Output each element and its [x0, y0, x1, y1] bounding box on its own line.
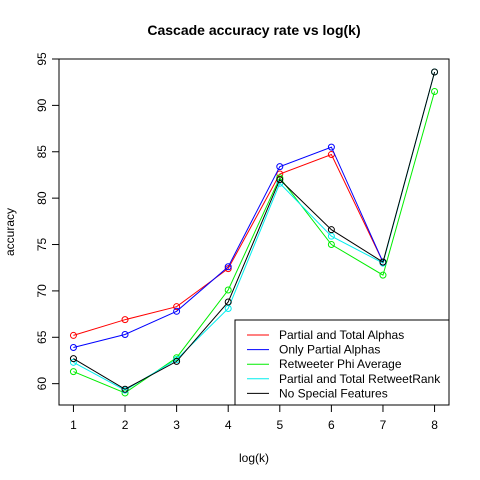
x-tick-label: 8 — [431, 418, 438, 432]
data-point — [121, 385, 129, 393]
x-tick-label: 7 — [380, 418, 387, 432]
x-tick-label: 5 — [276, 418, 283, 432]
legend-item: Retweeter Phi Average — [247, 357, 402, 371]
chart-title: Cascade accuracy rate vs log(k) — [147, 22, 360, 38]
series-line — [73, 91, 436, 394]
data-point — [431, 87, 439, 95]
data-point — [379, 258, 387, 266]
x-tick-label: 4 — [225, 418, 232, 432]
data-point — [224, 298, 232, 306]
data-point — [173, 356, 181, 364]
series-1 — [69, 151, 387, 339]
data-point — [69, 355, 77, 363]
y-tick-label: 75 — [35, 238, 49, 252]
y-tick-label: 70 — [35, 284, 49, 298]
legend-label: Partial and Total Alphas — [279, 328, 404, 342]
legend-item: Partial and Total Alphas — [247, 328, 404, 342]
data-point — [69, 331, 77, 339]
data-point — [173, 303, 181, 311]
x-tick-label: 3 — [173, 418, 180, 432]
y-tick-label: 80 — [35, 191, 49, 205]
x-axis: 1 2 3 4 5 6 7 8 — [70, 405, 438, 432]
y-axis: 60 65 70 75 80 85 90 95 — [35, 52, 59, 390]
legend-item: Partial and Total RetweetRank — [247, 372, 441, 386]
data-point — [224, 263, 232, 271]
x-tick-label: 6 — [328, 418, 335, 432]
y-tick-label: 90 — [35, 98, 49, 112]
y-tick-label: 85 — [35, 145, 49, 159]
data-point — [327, 241, 335, 249]
data-point — [276, 176, 284, 184]
series-line — [73, 71, 436, 390]
data-point — [173, 357, 181, 365]
y-axis-label: accuracy — [3, 208, 17, 256]
legend-box — [234, 319, 450, 406]
data-point — [224, 265, 232, 273]
series-line — [73, 146, 384, 348]
legend-label: No Special Features — [279, 386, 388, 400]
data-point — [69, 368, 77, 376]
data-point — [121, 331, 129, 339]
series-5 — [69, 68, 439, 393]
data-point — [69, 343, 77, 351]
data-point — [431, 68, 439, 76]
legend-item: Only Partial Alphas — [247, 343, 380, 357]
y-tick-label: 65 — [35, 330, 49, 344]
x-tick-label: 1 — [70, 418, 77, 432]
data-point — [69, 358, 77, 366]
data-point — [121, 316, 129, 324]
legend-label: Partial and Total RetweetRank — [279, 372, 441, 386]
data-point — [327, 143, 335, 151]
y-tick-label: 60 — [35, 377, 49, 391]
x-axis-label: log(k) — [239, 451, 269, 465]
legend-label: Retweeter Phi Average — [279, 357, 402, 371]
legend-label: Only Partial Alphas — [279, 343, 380, 357]
data-point — [173, 307, 181, 315]
data-point — [276, 163, 284, 171]
data-point — [327, 226, 335, 234]
legend-item: No Special Features — [247, 386, 388, 400]
x-tick-label: 2 — [122, 418, 129, 432]
y-tick-label: 95 — [35, 52, 49, 66]
series-layer — [69, 68, 439, 397]
data-point — [224, 286, 232, 294]
data-point — [379, 271, 387, 279]
series-line — [73, 153, 384, 336]
